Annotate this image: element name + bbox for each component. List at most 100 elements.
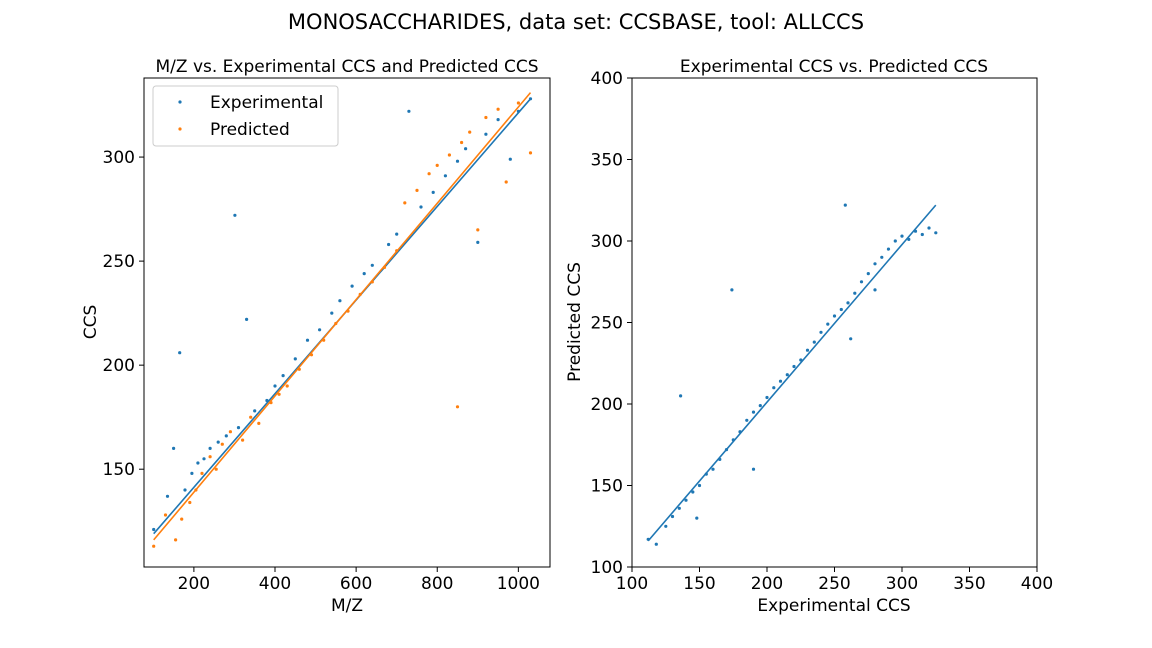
right-y-tick-label: 250 [591, 314, 623, 334]
left-series-0-point [508, 157, 512, 161]
right-series-0-point [670, 514, 675, 519]
left-x-tick-label: 400 [259, 574, 291, 594]
left-series-0-point [455, 159, 460, 163]
right-y-ticks: 100 150 200 250 300 350 400 [591, 69, 632, 578]
left-series-0-point [281, 374, 285, 378]
right-series-0-fit-line [647, 204, 937, 542]
left-series-1-point [174, 538, 178, 542]
left-series-0-point [496, 118, 500, 122]
left-series-1-point [241, 438, 245, 442]
left-series-1-point [163, 513, 168, 517]
right-x-tick-label: 150 [683, 574, 715, 594]
left-series-0-point [387, 242, 391, 247]
right-series-0-point [697, 483, 702, 488]
right-y-tick-label: 100 [591, 558, 623, 578]
left-series-1-point [455, 405, 460, 409]
left-series-0-point [236, 426, 241, 430]
right-series-0-point [839, 307, 843, 312]
left-series-1-point [188, 500, 192, 505]
left-y-tick-label: 250 [103, 252, 135, 272]
left-series-1-point [249, 415, 253, 419]
right-series-0-point [695, 516, 699, 520]
right-series-0-point [679, 394, 683, 398]
right-series-0-point [846, 301, 850, 305]
left-y-tick-label: 300 [103, 148, 135, 168]
right-x-tick-label: 350 [953, 574, 985, 594]
right-x-tick-label: 250 [818, 574, 850, 594]
right-series-0-point [691, 490, 695, 494]
right-x-axis-label: Experimental CCS [757, 596, 910, 616]
left-series-0-point [196, 461, 200, 465]
left-chart: M/Z vs. Experimental CCS and Predicted C… [81, 57, 551, 616]
left-series-1-point [460, 140, 464, 145]
right-series-0-point [711, 467, 715, 471]
left-series-0-point [165, 494, 170, 498]
left-series-1-fit-line [153, 92, 532, 541]
left-series-0-point [464, 147, 468, 151]
right-series-0-point [785, 373, 789, 377]
legend-marker-experimental [178, 100, 182, 104]
left-series-1-point [496, 107, 500, 111]
right-x-ticks: 100 150 200 250 300 350 400 [616, 567, 1053, 594]
right-series-0-point [893, 239, 897, 243]
left-x-tick-label: 200 [178, 574, 210, 594]
right-series-0-point [778, 379, 783, 383]
left-series-1-point [277, 392, 281, 396]
right-series-0-point [920, 232, 924, 237]
left-series-1-point [484, 115, 488, 120]
right-series-0-point [730, 288, 734, 292]
left-series-1-point [285, 384, 289, 388]
left-series-1-point [435, 163, 439, 167]
right-series-0-point [832, 314, 837, 318]
right-x-tick-label: 300 [886, 574, 918, 594]
left-x-axis-label: M/Z [331, 596, 363, 616]
right-series-0-point [805, 348, 810, 352]
right-chart-title: Experimental CCS vs. Predicted CCS [680, 57, 988, 77]
right-series-0-point [927, 226, 931, 230]
right-series-0-point [843, 203, 847, 207]
right-series-0-point [873, 288, 877, 292]
right-y-tick-label: 350 [591, 151, 623, 171]
right-series-0-point [684, 498, 688, 502]
left-series-1-point [200, 471, 204, 475]
left-plot-frame [143, 77, 551, 568]
legend-box [152, 85, 339, 147]
right-y-axis-label: Predicted CCS [565, 262, 585, 382]
right-series-0-point [677, 506, 681, 510]
legend-label-predicted: Predicted [210, 120, 290, 140]
right-series-0-point [654, 542, 658, 546]
right-y-tick-label: 200 [591, 395, 623, 415]
right-series-0-point [745, 418, 749, 422]
right-series-0-point [758, 404, 762, 408]
right-y-tick-label: 400 [591, 69, 623, 89]
left-series-0-point [202, 457, 206, 461]
left-series-0-point [305, 338, 310, 342]
left-chart-title: M/Z vs. Experimental CCS and Predicted C… [156, 57, 539, 77]
right-series-0-point [751, 410, 756, 414]
left-x-tick-label: 800 [421, 574, 453, 594]
left-series-0-point [362, 272, 366, 276]
right-series-0-point [765, 395, 769, 400]
left-series-0-point [407, 109, 411, 113]
right-series-0-point [866, 272, 870, 276]
left-y-ticks: 150 200 250 300 [103, 148, 144, 480]
right-x-tick-label: 100 [616, 574, 648, 594]
left-series-0-point [253, 409, 257, 413]
left-series-1-point [528, 151, 533, 155]
left-x-tick-label: 1000 [497, 574, 540, 594]
left-series-0-point [318, 328, 322, 332]
right-series-0-point [886, 247, 891, 251]
right-series-0-point [826, 322, 830, 326]
left-series-0-point [152, 527, 156, 532]
left-series-0-point [190, 471, 194, 475]
right-chart: Experimental CCS vs. Predicted CCS 100 15… [565, 57, 1053, 616]
left-series-0-point [233, 213, 237, 217]
right-series-0-point [812, 340, 816, 344]
right-series-0-point [819, 330, 823, 334]
left-series-0-point [395, 232, 399, 236]
left-plot-area [152, 92, 533, 548]
left-y-tick-label: 150 [103, 460, 135, 480]
left-series-1-point [476, 228, 480, 232]
left-legend: Experimental Predicted [152, 85, 339, 147]
